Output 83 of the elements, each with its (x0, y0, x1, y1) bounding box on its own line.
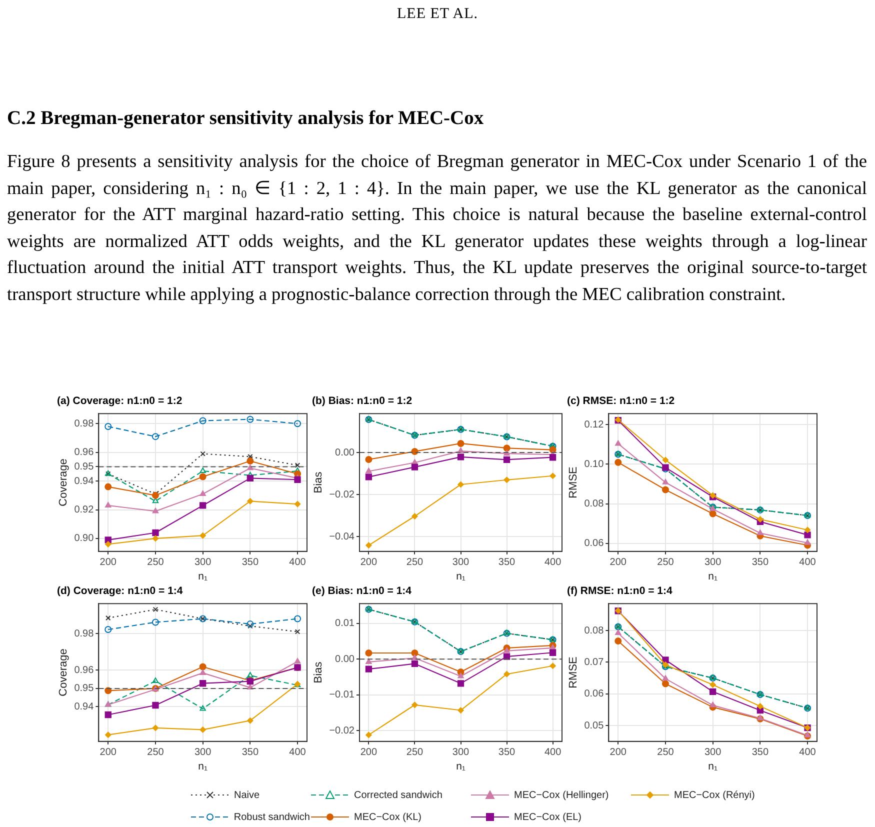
y-tick-label: 0.05 (584, 720, 604, 732)
x-tick-label: 400 (289, 557, 306, 568)
x-tick-label: 250 (657, 747, 674, 758)
x-tick-label: 300 (194, 747, 212, 758)
y-tick-label: 0.06 (584, 538, 604, 550)
x-axis-title: n₁ (198, 760, 208, 773)
y-tick-label: 0.96 (74, 447, 94, 458)
x-tick-label: 300 (704, 557, 722, 568)
y-axis-title: RMSE (568, 466, 580, 498)
chart-title: (d) Coverage: n1:n0 = 1:4 (57, 585, 183, 598)
x-tick-label: 300 (452, 557, 470, 568)
text: C.2 Bregman-generator sensitivity analysis for MEC-Cox (7, 108, 484, 130)
y-tick-label: −0.01 (329, 690, 355, 701)
legend-label: MEC−Cox (Hellinger) (514, 790, 609, 800)
x-tick-label: 200 (610, 557, 627, 568)
y-axis-title: Coverage (58, 648, 70, 696)
x-tick-label: 400 (544, 747, 562, 758)
y-tick-label: 0.00 (335, 654, 355, 665)
chart-title: (a) Coverage: n1:n0 = 1:2 (57, 395, 182, 408)
chart-title: (c) RMSE: n1:n0 = 1:2 (567, 395, 675, 408)
chart-title: (e) Bias: n1:n0 = 1:4 (312, 585, 412, 598)
x-tick-label: 250 (406, 747, 424, 758)
chart-title: (f) RMSE: n1:n0 = 1:4 (567, 585, 672, 598)
x-tick-label: 300 (194, 557, 212, 568)
x-tick-label: 250 (147, 557, 164, 568)
x-tick-label: 400 (799, 747, 816, 758)
chart-title: (b) Bias: n1:n0 = 1:2 (312, 395, 412, 408)
y-axis-title: Bias (312, 661, 325, 684)
y-tick-label: 0.12 (584, 419, 604, 430)
y-tick-label: 0.92 (74, 504, 94, 516)
x-tick-label: 350 (498, 747, 516, 758)
x-tick-label: 350 (752, 747, 769, 758)
x-tick-label: 250 (147, 747, 164, 758)
x-tick-label: 200 (360, 557, 378, 568)
x-tick-label: 400 (289, 747, 306, 758)
y-axis-title: Bias (312, 471, 325, 494)
y-tick-label: 0.00 (335, 447, 355, 458)
y-tick-label: 0.10 (584, 458, 604, 470)
x-tick-label: 300 (704, 747, 722, 758)
legend-label: Naive (234, 790, 260, 800)
caption: Figure 8 presents a sensitivity analysis for the choice of Bregman generator in MEC-Cox under Scenario 1 of the main paper, considering n₁ : n₀ ∈ {1 : 2, 1 : 4}. In the main paper, we use the KL generator as the canonical generator for the ATT marginal hazard-ratio setting. This choice is natural because the baseline external-control weights are normalized ATT odds weights, and the KL generator updates these weights through a log-linear fluctuation around the initial ATT transport weights. Thus, the KL update preserves the original source-to-target transport structure while applying a prognostic-balance correction through the MEC calibration constraint. (7, 150, 867, 306)
x-axis-title: n₁ (708, 760, 718, 773)
y-tick-label: 0.98 (74, 418, 94, 430)
x-axis-title: n₁ (456, 760, 466, 773)
legend-label: MEC−Cox (Rényi) (674, 790, 755, 800)
x-axis-title: n₁ (456, 570, 466, 583)
y-tick-label: 0.01 (335, 618, 355, 630)
legend-label: Robust sandwich (234, 812, 310, 822)
y-axis-title: Coverage (58, 458, 70, 506)
x-tick-label: 200 (610, 747, 627, 758)
y-tick-label: −0.02 (329, 489, 355, 500)
x-tick-label: 350 (752, 557, 769, 568)
y-tick-label: 0.08 (584, 625, 604, 636)
y-tick-label: −0.02 (329, 725, 355, 736)
y-tick-label: 0.95 (74, 683, 94, 694)
legend-label: Corrected sandwich (354, 790, 442, 800)
y-tick-label: 0.98 (74, 628, 94, 640)
y-tick-label: 0.95 (74, 461, 94, 472)
x-axis-title: n₁ (708, 570, 718, 583)
y-axis-title: RMSE (568, 656, 580, 688)
x-tick-label: 200 (100, 557, 117, 568)
x-tick-label: 250 (406, 557, 424, 568)
x-tick-label: 400 (799, 557, 816, 568)
legend-label: MEC−Cox (KL) (354, 812, 422, 822)
x-tick-label: 350 (242, 557, 259, 568)
y-tick-label: 0.94 (74, 476, 94, 487)
y-tick-label: 0.06 (584, 688, 604, 700)
x-tick-label: 400 (544, 557, 562, 568)
y-tick-label: −0.04 (329, 531, 355, 542)
y-tick-label: 0.07 (584, 656, 604, 668)
x-tick-label: 350 (498, 557, 516, 568)
x-tick-label: 200 (100, 747, 117, 758)
x-tick-label: 350 (242, 747, 259, 758)
x-tick-label: 250 (657, 557, 674, 568)
y-tick-label: 0.90 (74, 533, 94, 544)
x-tick-label: 300 (452, 747, 470, 758)
x-axis-title: n₁ (198, 570, 208, 583)
y-tick-label: 0.08 (584, 498, 604, 510)
y-tick-label: 0.94 (74, 701, 94, 712)
text: LEE ET AL. (396, 6, 479, 23)
legend-label: MEC−Cox (EL) (514, 812, 582, 822)
x-tick-label: 200 (360, 747, 378, 758)
y-tick-label: 0.96 (74, 664, 94, 676)
